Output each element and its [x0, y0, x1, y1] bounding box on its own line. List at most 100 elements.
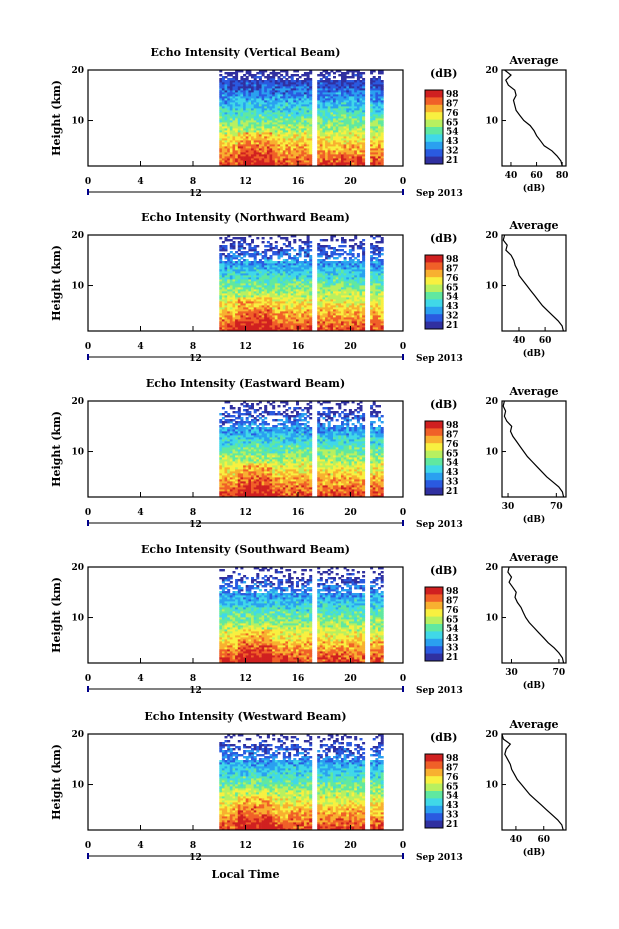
heatmap-cell	[221, 289, 225, 292]
heatmap-cell	[251, 265, 254, 268]
heatmap-cell	[348, 156, 352, 159]
heatmap-cell	[272, 152, 276, 155]
heatmap-cell	[219, 134, 223, 137]
heatmap-cell	[253, 317, 257, 320]
heatmap-cell	[290, 100, 294, 103]
heatmap-cell	[261, 327, 265, 330]
average-x-tick-label: 60	[530, 171, 543, 181]
heatmap-cell	[274, 92, 278, 95]
heatmap-cell	[356, 70, 360, 73]
heatmap-cell	[356, 72, 360, 75]
heatmap-cell	[343, 116, 347, 119]
heatmap-cell	[243, 321, 247, 324]
heatmap-cell	[351, 104, 355, 107]
heatmap-cell	[240, 158, 244, 161]
heatmap-cell	[325, 116, 329, 119]
heatmap-cell	[256, 76, 260, 79]
heatmap-cell	[303, 154, 307, 157]
heatmap-cell	[322, 96, 326, 99]
heatmap-cell	[322, 110, 326, 113]
heatmap-cell	[235, 78, 239, 81]
heatmap-cell	[351, 108, 355, 111]
heatmap-cell	[261, 291, 265, 294]
heatmap-cell	[224, 146, 228, 149]
heatmap-cell	[221, 92, 225, 95]
heatmap-cell	[245, 299, 249, 302]
heatmap-cell	[232, 329, 236, 332]
heatmap-cell	[266, 299, 270, 302]
heatmap-cell	[245, 118, 249, 121]
heatmap-cell	[285, 138, 289, 141]
heatmap-cell	[258, 297, 262, 300]
colorbar-segment	[425, 143, 443, 146]
heatmap-cell	[309, 138, 313, 141]
heatmap-cell	[280, 144, 284, 147]
heatmap-cell	[285, 245, 289, 248]
heatmap-cell	[327, 102, 331, 105]
heatmap-cell	[227, 319, 231, 322]
heatmap-cell	[343, 74, 347, 77]
heatmap-cell	[370, 146, 374, 149]
colorbar-unit: (dB)	[430, 67, 457, 80]
heatmap-cell	[309, 162, 313, 165]
heatmap-cell	[258, 164, 262, 167]
heatmap-cell	[319, 106, 323, 109]
heatmap-cell	[221, 319, 225, 322]
heatmap-cell	[282, 104, 286, 107]
heatmap-cell	[232, 96, 236, 99]
heatmap-cell	[309, 120, 313, 123]
heatmap-cell	[372, 108, 376, 111]
heatmap-cell	[274, 148, 278, 151]
heatmap-cell	[269, 285, 273, 288]
heatmap-cell	[277, 140, 281, 143]
colorbar-segment	[425, 128, 443, 132]
heatmap-cell	[298, 120, 302, 123]
heatmap-cell	[253, 301, 257, 304]
heatmap-cell	[266, 136, 270, 139]
heatmap-cell	[346, 142, 350, 145]
heatmap-cell	[219, 92, 223, 95]
heatmap-cell	[322, 122, 326, 125]
heatmap-cell	[235, 82, 239, 85]
heatmap-cell	[359, 148, 363, 151]
heatmap-cell	[227, 303, 231, 306]
heatmap-cell	[285, 108, 289, 111]
heatmap-cell	[293, 90, 297, 93]
heatmap-cell	[341, 90, 344, 93]
heatmap-cell	[251, 152, 254, 155]
heatmap-cell	[375, 80, 379, 83]
heatmap-cell	[370, 92, 374, 95]
heatmap-cell	[375, 120, 379, 123]
heatmap-cell	[224, 118, 228, 121]
heatmap-cell	[380, 146, 384, 149]
heatmap-cell	[296, 90, 299, 93]
heatmap-cell	[338, 126, 342, 129]
heatmap-cell	[309, 96, 313, 99]
heatmap-cell	[224, 130, 228, 133]
heatmap-cell	[269, 279, 273, 282]
heatmap-cell	[227, 132, 231, 135]
heatmap-cell	[256, 291, 260, 294]
heatmap-cell	[290, 80, 294, 83]
heatmap-cell	[309, 72, 313, 75]
heatmap-cell	[240, 271, 244, 274]
heatmap-cell	[362, 124, 366, 127]
heatmap-cell	[322, 82, 326, 85]
heatmap-cell	[338, 130, 342, 133]
heatmap-cell	[378, 142, 381, 145]
heatmap-cell	[322, 108, 326, 111]
heatmap-cell	[362, 247, 366, 250]
heatmap-cell	[221, 150, 225, 153]
heatmap-cell	[240, 138, 244, 141]
heatmap-cell	[356, 128, 360, 131]
heatmap-cell	[359, 134, 363, 137]
heatmap-cell	[277, 122, 281, 125]
heatmap-cell	[372, 138, 376, 141]
heatmap-cell	[293, 134, 297, 137]
heatmap-cell	[282, 76, 286, 79]
heatmap-cell	[288, 132, 292, 135]
heatmap-cell	[240, 307, 244, 310]
heatmap-cell	[235, 315, 239, 318]
heatmap-cell	[248, 245, 252, 248]
heatmap-cell	[325, 146, 329, 149]
